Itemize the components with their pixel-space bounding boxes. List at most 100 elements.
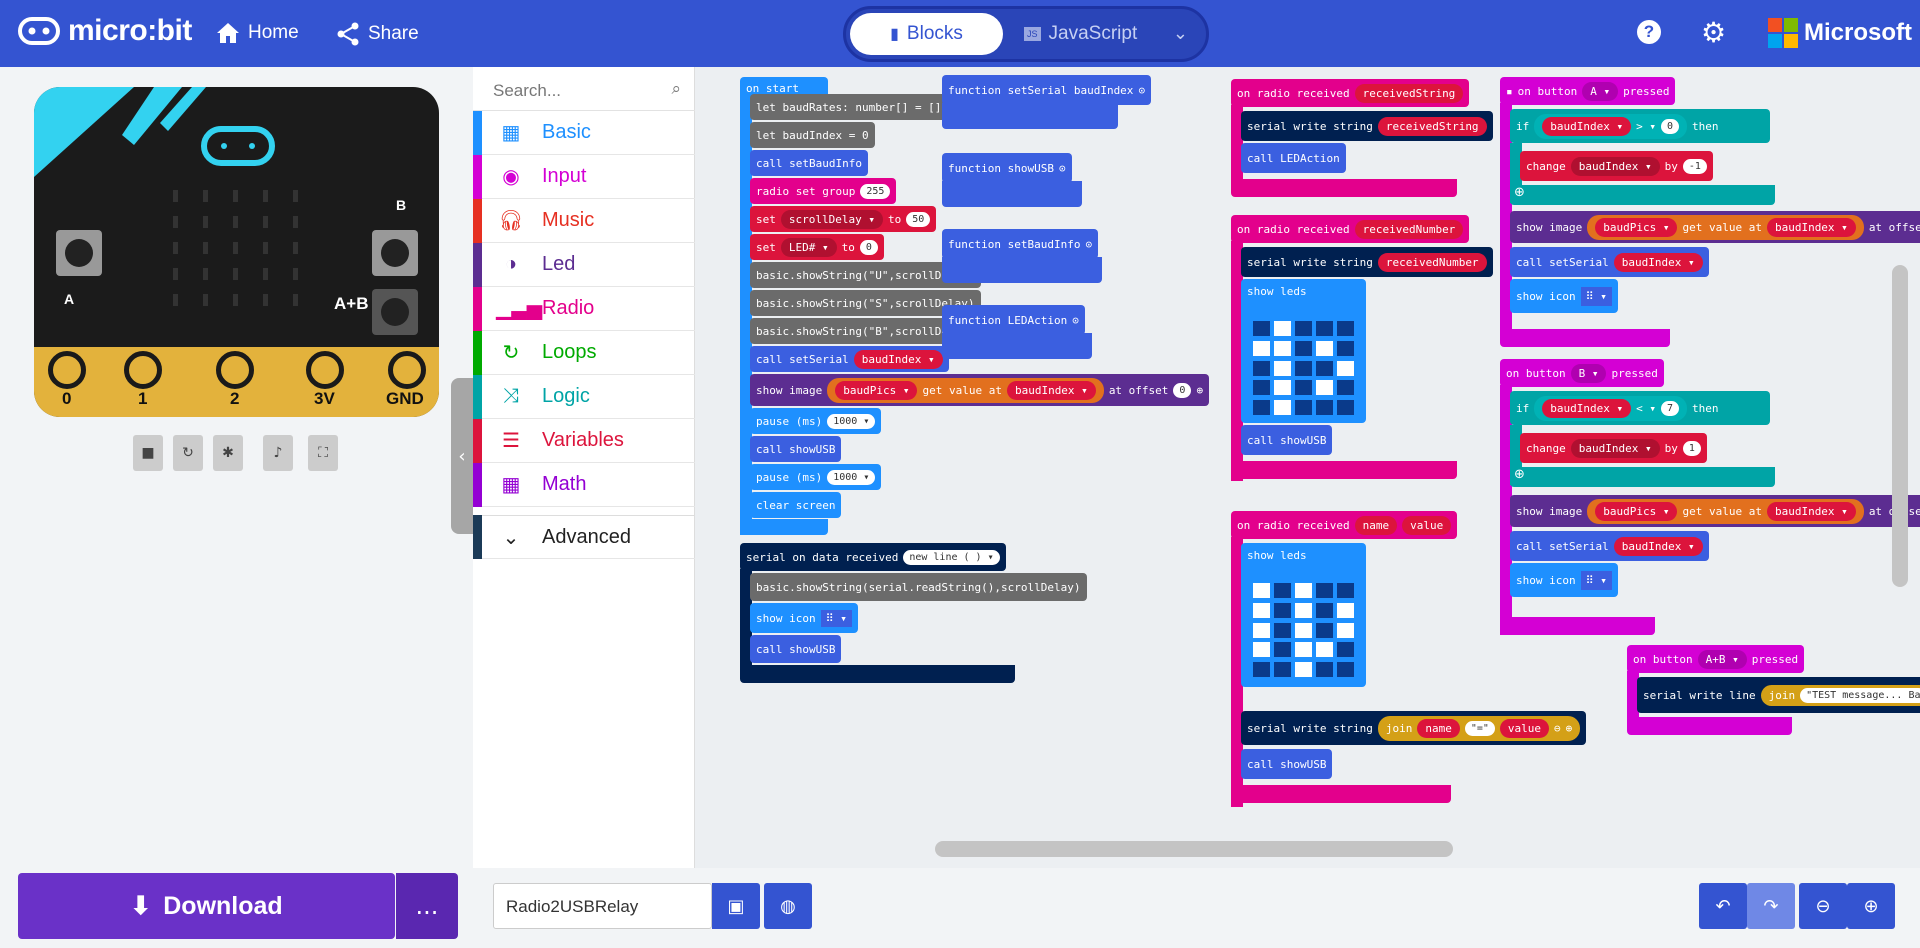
category-math[interactable]: ▦ Math xyxy=(473,462,695,507)
project-name-input[interactable]: Radio2USBRelay xyxy=(493,883,712,929)
led-grid-1[interactable] xyxy=(1253,321,1358,416)
chevron-down-icon[interactable]: ⌄ xyxy=(1172,23,1188,44)
zoom-in-button[interactable]: ⊕ xyxy=(1847,883,1895,929)
share-button[interactable]: Share xyxy=(336,22,419,46)
call-setserial-block-a[interactable]: call setSerial baudIndex ▾ xyxy=(1510,247,1709,277)
home-button[interactable]: Home xyxy=(216,22,299,44)
save-button[interactable]: ▣ xyxy=(712,883,760,929)
sim-stop-button[interactable]: ■ xyxy=(133,435,163,471)
microbit-board[interactable]: A B A+B 0 1 2 3V GND xyxy=(34,87,439,417)
call-setserial-block-b[interactable]: call setSerial baudIndex ▾ xyxy=(1510,531,1709,561)
button-ab[interactable] xyxy=(372,289,418,335)
collapse-icon[interactable]: ⊙ xyxy=(1058,161,1066,175)
pin-1[interactable] xyxy=(124,351,162,389)
pin-3v[interactable] xyxy=(306,351,344,389)
call-setbaudinfo-block[interactable]: call setBaudInfo xyxy=(750,150,868,176)
zoom-out-button[interactable]: ⊖ xyxy=(1799,883,1847,929)
pin-gnd[interactable] xyxy=(388,351,426,389)
remove-circle-icon[interactable]: ⊖ xyxy=(1554,721,1561,735)
radio-set-group-block[interactable]: radio set group 255 xyxy=(750,178,897,204)
category-music[interactable]: 🎧︎ Music xyxy=(473,198,695,243)
show-icon-block-1[interactable]: show icon ⠿ ▾ xyxy=(750,603,858,633)
change-block-a[interactable]: change baudIndex ▾ by -1 xyxy=(1520,151,1713,181)
serial-on-data-block[interactable]: serial on data received new line ( ) ▾ xyxy=(740,543,1006,571)
button-a[interactable] xyxy=(56,230,102,276)
icon-preview[interactable]: ⠿ ▾ xyxy=(820,609,852,627)
on-start-block[interactable]: on start xyxy=(740,77,828,99)
collapse-simulator-button[interactable]: ‹ xyxy=(451,378,473,534)
led-grid-2[interactable] xyxy=(1253,583,1358,678)
comment-icon[interactable]: ▪ xyxy=(1506,84,1513,98)
let-baudrates-block[interactable]: let baudRates: number[] = [] xyxy=(750,94,948,120)
show-serial-read-block[interactable]: basic.showString(serial.readString(),scr… xyxy=(750,573,1087,601)
serial-write-join-block[interactable]: serial write string join name "=" value ⊖ ⊕ xyxy=(1241,711,1587,745)
show-image-block-a[interactable]: show image baudPics ▾ get value at baudInde… xyxy=(1510,211,1920,243)
serial-write-line-block[interactable]: serial write line join "TEST message... Ba xyxy=(1637,677,1920,713)
collapse-icon[interactable]: ⊙ xyxy=(1072,313,1079,327)
call-showusb-block-3[interactable]: call showUSB xyxy=(1241,425,1333,455)
category-input[interactable]: ◉ Input xyxy=(473,154,695,199)
redo-button[interactable]: ↷ xyxy=(1747,883,1795,929)
brand-logo[interactable]: micro:bit xyxy=(18,14,192,48)
sim-debug-button[interactable]: ✱ xyxy=(213,435,243,471)
call-showusb-block-2[interactable]: call showUSB xyxy=(750,635,842,663)
sim-restart-button[interactable]: ↻ xyxy=(173,435,203,471)
on-radio-received-string-block[interactable]: on radio received receivedString xyxy=(1231,79,1470,107)
sim-fullscreen-button[interactable]: ⛶ xyxy=(308,435,338,471)
javascript-tab[interactable]: JS JavaScript xyxy=(1024,13,1137,55)
category-advanced[interactable]: ⌄ Advanced xyxy=(473,515,695,559)
microsoft-logo[interactable]: Microsoft xyxy=(1768,18,1912,48)
collapse-icon[interactable]: ⊙ xyxy=(1085,237,1093,251)
toolbox-search-input[interactable]: Search... ⌕ xyxy=(473,67,695,111)
github-button[interactable]: ◍ xyxy=(764,883,812,929)
category-logic[interactable]: ⤨ Logic xyxy=(473,374,695,419)
help-icon[interactable]: ? xyxy=(1637,20,1661,44)
sim-mute-button[interactable]: ♪ xyxy=(263,435,293,471)
function-showusb-block[interactable]: function showUSB ⊙ xyxy=(942,153,1072,183)
call-showusb-block-1[interactable]: call showUSB xyxy=(750,436,842,462)
function-setserial-block[interactable]: function setSerial baudIndex ⊙ xyxy=(942,75,1152,105)
category-loops[interactable]: ↻ Loops xyxy=(473,330,695,375)
call-ledaction-block[interactable]: call LEDAction xyxy=(1241,143,1346,173)
serial-write-string-block-2[interactable]: serial write string receivedNumber xyxy=(1241,247,1493,277)
show-image-block-b[interactable]: show image baudPics ▾ get value at baudInde… xyxy=(1510,495,1920,527)
pin-0[interactable] xyxy=(48,351,86,389)
call-showusb-block-4[interactable]: call showUSB xyxy=(1241,749,1333,779)
set-led-block[interactable]: set LED# ▾ to 0 xyxy=(750,234,884,260)
set-scrolldelay-block[interactable]: set scrollDelay ▾ to 50 xyxy=(750,206,937,232)
blocks-workspace[interactable]: on start let baudRates: number[] = [] le… xyxy=(695,67,1920,868)
pause-block-2[interactable]: pause (ms) 1000 ▾ xyxy=(750,464,882,490)
function-ledaction-block[interactable]: function LEDAction ⊙ xyxy=(942,305,1085,335)
collapse-icon[interactable]: ⊙ xyxy=(1138,83,1146,97)
on-radio-received-name-value-block[interactable]: on radio received name value xyxy=(1231,511,1458,539)
undo-button[interactable]: ↶ xyxy=(1699,883,1747,929)
category-radio[interactable]: ▁▃▅ Radio xyxy=(473,286,695,331)
show-icon-block-a[interactable]: show icon ⠿ ▾ xyxy=(1510,279,1618,313)
category-basic[interactable]: ▦ Basic xyxy=(473,110,695,155)
settings-gear-icon[interactable]: ⚙ xyxy=(1701,16,1727,49)
add-circle-icon[interactable]: ⊕ xyxy=(1196,383,1204,397)
call-setserial-block[interactable]: call setSerial baudIndex ▾ xyxy=(750,346,949,372)
blocks-tab[interactable]: ▮ Blocks xyxy=(850,13,1003,55)
category-led[interactable]: ◑ Led xyxy=(473,242,695,287)
show-icon-block-b[interactable]: show icon ⠿ ▾ xyxy=(1510,563,1618,597)
download-button[interactable]: ⬇ Download xyxy=(18,873,395,939)
horizontal-scrollbar[interactable] xyxy=(935,841,1453,857)
change-block-b[interactable]: change baudIndex ▾ by 1 xyxy=(1520,433,1707,463)
more-button[interactable]: ... xyxy=(396,873,458,939)
vertical-scrollbar[interactable] xyxy=(1892,265,1908,587)
button-b[interactable] xyxy=(372,230,418,276)
let-baudindex-block[interactable]: let baudIndex = 0 xyxy=(750,122,875,148)
serial-write-string-block-1[interactable]: serial write string receivedString xyxy=(1241,111,1493,141)
on-radio-received-number-block[interactable]: on radio received receivedNumber xyxy=(1231,215,1470,243)
clear-screen-block[interactable]: clear screen xyxy=(750,492,842,518)
category-variables[interactable]: ☰ Variables xyxy=(473,418,695,463)
on-button-ab-block[interactable]: on button A+B ▾ pressed xyxy=(1627,645,1805,673)
icon-preview[interactable]: ⠿ ▾ xyxy=(1580,286,1612,306)
add-circle-icon[interactable]: ⊕ xyxy=(1565,721,1573,735)
on-button-b-block[interactable]: on button B ▾ pressed xyxy=(1500,359,1664,387)
if-block-a[interactable]: if baudIndex ▾ > ▾ 0 then xyxy=(1510,109,1770,143)
pause-block-1[interactable]: pause (ms) 1000 ▾ xyxy=(750,408,882,434)
icon-preview[interactable]: ⠿ ▾ xyxy=(1580,570,1612,590)
if-block-b[interactable]: if baudIndex ▾ < ▾ 7 then xyxy=(1510,391,1770,425)
